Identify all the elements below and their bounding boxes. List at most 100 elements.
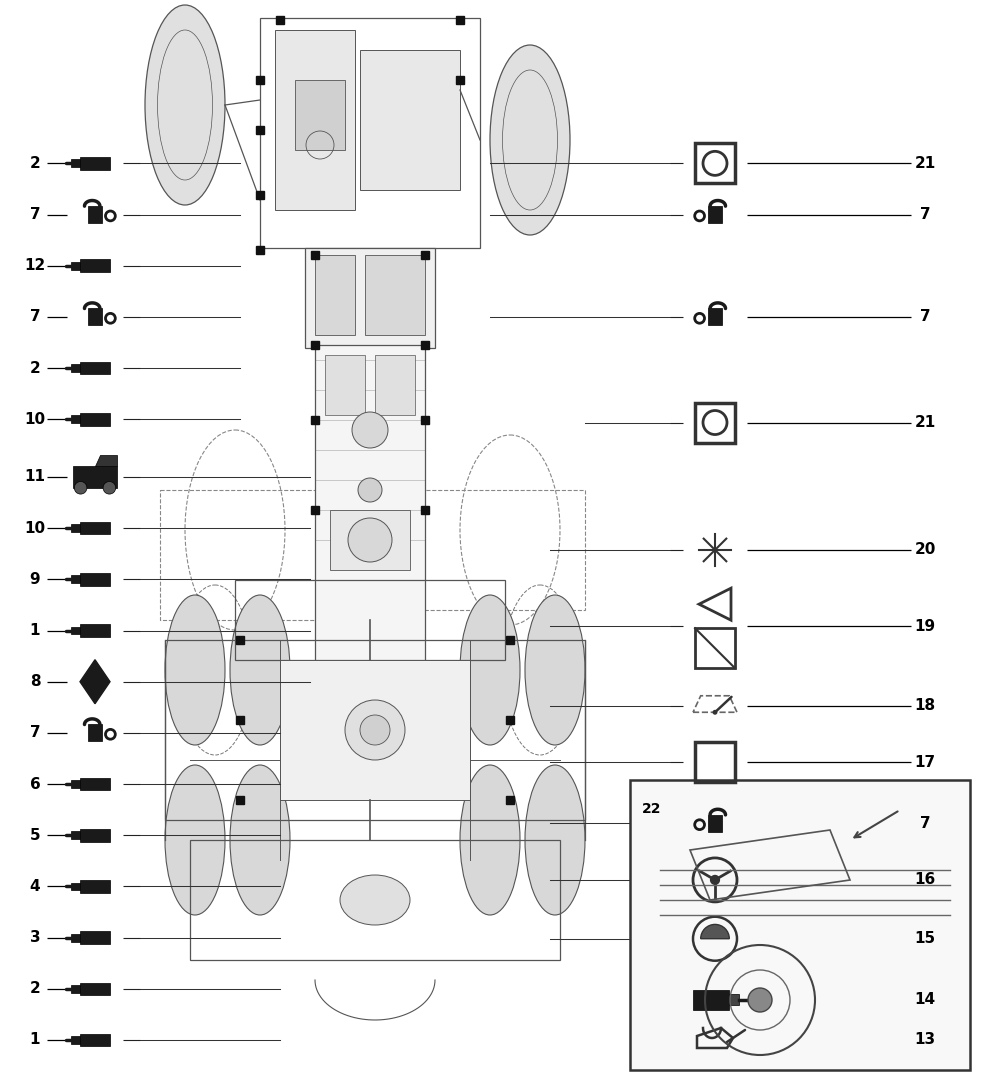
Bar xyxy=(421,416,429,424)
Circle shape xyxy=(711,876,720,884)
Bar xyxy=(365,255,425,335)
Bar xyxy=(71,415,81,424)
Text: 10: 10 xyxy=(25,521,45,536)
Text: 7: 7 xyxy=(29,725,40,741)
Bar xyxy=(275,30,355,210)
Text: 1: 1 xyxy=(29,623,40,638)
Ellipse shape xyxy=(525,764,585,915)
Bar xyxy=(71,882,81,891)
Bar xyxy=(80,778,110,791)
Bar xyxy=(80,157,110,170)
Bar xyxy=(80,931,110,944)
Bar xyxy=(88,206,102,223)
Circle shape xyxy=(358,478,382,502)
Text: 10: 10 xyxy=(25,412,45,427)
Text: 9: 9 xyxy=(29,572,40,587)
Bar xyxy=(80,982,110,995)
Bar xyxy=(88,724,102,742)
Bar xyxy=(190,840,560,960)
Ellipse shape xyxy=(460,595,520,745)
Bar xyxy=(71,831,81,840)
Bar xyxy=(74,466,117,488)
Bar xyxy=(695,743,735,782)
Text: 7: 7 xyxy=(920,309,930,325)
Circle shape xyxy=(352,412,388,448)
Text: 21: 21 xyxy=(914,415,936,430)
Bar xyxy=(375,355,415,415)
Bar xyxy=(256,191,264,199)
Text: 3: 3 xyxy=(29,930,40,945)
Text: 5: 5 xyxy=(29,828,40,843)
Bar xyxy=(506,715,514,724)
Circle shape xyxy=(348,518,392,562)
Bar xyxy=(235,580,505,660)
Text: 21: 21 xyxy=(914,156,936,171)
Wedge shape xyxy=(701,925,729,939)
Bar xyxy=(708,206,722,223)
Text: 4: 4 xyxy=(29,879,40,894)
Bar xyxy=(256,246,264,254)
Text: 13: 13 xyxy=(914,1032,936,1048)
Bar xyxy=(729,994,739,1005)
Bar xyxy=(315,345,425,665)
Bar xyxy=(80,1033,110,1047)
Text: 2: 2 xyxy=(29,360,40,376)
Ellipse shape xyxy=(145,5,225,205)
Text: 7: 7 xyxy=(920,207,930,222)
Text: 16: 16 xyxy=(914,872,936,888)
Text: 7: 7 xyxy=(920,816,930,831)
Bar xyxy=(236,636,244,644)
Bar xyxy=(421,250,429,259)
Text: 18: 18 xyxy=(914,698,936,713)
Circle shape xyxy=(345,700,405,760)
Bar xyxy=(80,880,110,893)
Ellipse shape xyxy=(165,595,225,745)
Bar xyxy=(256,126,264,134)
Circle shape xyxy=(748,988,772,1012)
Bar xyxy=(630,780,970,1070)
Bar xyxy=(160,490,325,620)
Bar xyxy=(360,50,460,189)
Ellipse shape xyxy=(165,764,225,915)
Text: 22: 22 xyxy=(642,802,662,816)
Bar xyxy=(695,144,735,183)
Bar xyxy=(420,490,585,610)
Polygon shape xyxy=(95,455,117,466)
Text: 7: 7 xyxy=(29,207,40,222)
Bar xyxy=(695,628,735,669)
Bar xyxy=(456,76,464,84)
Bar xyxy=(325,355,365,415)
Bar xyxy=(71,524,81,533)
Bar xyxy=(71,1036,81,1044)
Bar xyxy=(80,259,110,272)
Bar xyxy=(71,626,81,635)
Circle shape xyxy=(714,710,717,714)
Bar xyxy=(71,261,81,270)
Circle shape xyxy=(103,481,116,494)
Bar xyxy=(305,248,435,348)
Bar xyxy=(311,506,319,514)
Bar xyxy=(311,250,319,259)
Bar xyxy=(256,76,264,84)
Text: 17: 17 xyxy=(914,755,936,770)
Bar xyxy=(421,341,429,348)
Text: 14: 14 xyxy=(914,992,936,1007)
Bar xyxy=(71,364,81,372)
Bar xyxy=(506,636,514,644)
Ellipse shape xyxy=(230,764,290,915)
Bar xyxy=(80,362,110,375)
Bar xyxy=(695,403,735,442)
Bar xyxy=(236,715,244,724)
Text: 2: 2 xyxy=(29,981,40,996)
Ellipse shape xyxy=(230,595,290,745)
Bar xyxy=(311,341,319,348)
Bar xyxy=(506,796,514,804)
Bar xyxy=(260,19,480,248)
Bar xyxy=(421,506,429,514)
Circle shape xyxy=(360,715,390,745)
Bar xyxy=(71,984,81,993)
Bar xyxy=(708,308,722,326)
Text: 20: 20 xyxy=(914,542,936,558)
Ellipse shape xyxy=(525,595,585,745)
Bar xyxy=(71,575,81,584)
